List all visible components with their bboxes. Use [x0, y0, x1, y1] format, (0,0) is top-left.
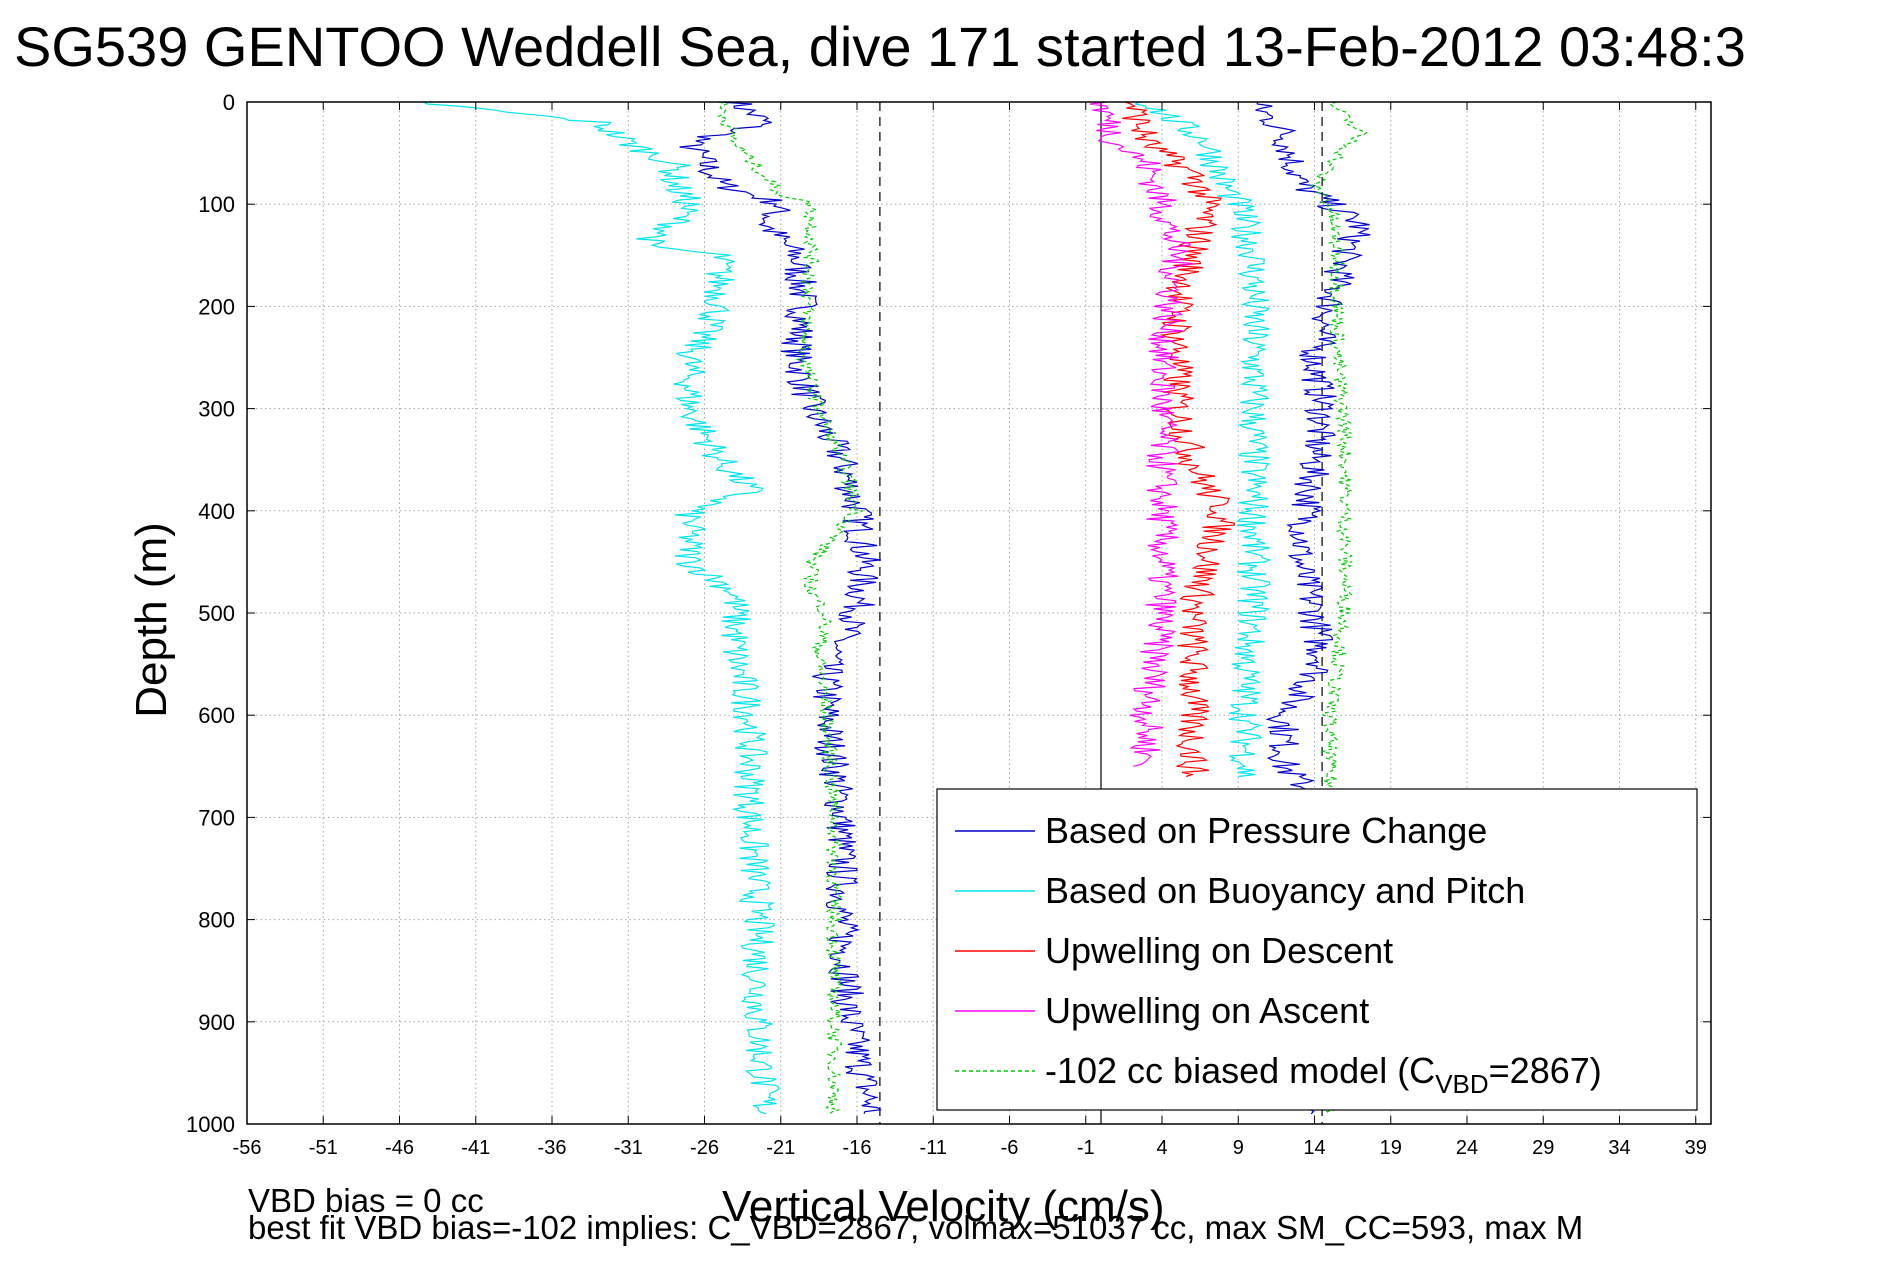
x-tick-label: -36: [538, 1137, 567, 1159]
legend-label: Upwelling on Descent: [1045, 930, 1393, 971]
y-tick-label: 400: [198, 499, 235, 524]
x-tick-label: 19: [1380, 1137, 1402, 1159]
x-tick-label: -1: [1077, 1137, 1095, 1159]
legend-label-text: -102 cc biased model (C: [1045, 1050, 1435, 1091]
legend: Based on Pressure Change Based on Buoyanc…: [936, 788, 1698, 1111]
x-tick-label: -11: [920, 1137, 947, 1159]
x-tick-label: -31: [614, 1137, 643, 1159]
x-tick-label: -26: [690, 1137, 719, 1159]
axis-ticks: -56 -51 -46 -41 -36 -31 -26 -21 -16 -11 -6 -1 4 9 14 19…: [186, 90, 1711, 1159]
x-tick-label: 29: [1532, 1137, 1554, 1159]
x-tick-label: -56: [233, 1137, 262, 1159]
y-tick-label: 700: [198, 805, 235, 830]
legend-label: -102 cc biased model (CVBD=2867): [1045, 1050, 1602, 1099]
y-tick-label: 500: [198, 601, 235, 626]
x-tick-label: 34: [1608, 1137, 1630, 1159]
x-tick-label: -21: [766, 1137, 795, 1159]
series-line: [716, 101, 864, 1115]
y-tick-label: 900: [198, 1010, 235, 1035]
x-tick-label: 24: [1456, 1137, 1478, 1159]
vbd-bias-note: VBD bias = 0 cc: [248, 1182, 484, 1219]
series-3: [1122, 101, 1236, 778]
x-tick-label: -46: [385, 1137, 414, 1159]
legend-label-suffix: =2867): [1489, 1050, 1602, 1091]
x-tick-label: 39: [1685, 1137, 1707, 1159]
y-tick-label: 100: [198, 192, 235, 217]
y-tick-label: 0: [223, 90, 235, 115]
y-tick-label: 800: [198, 908, 235, 933]
x-tick-label: -51: [309, 1137, 338, 1159]
y-tick-label: 1000: [186, 1112, 235, 1137]
series-line: [422, 101, 780, 1115]
y-axis-label: Depth (m): [127, 522, 176, 718]
series-line: [1122, 101, 1236, 778]
x-tick-label: 14: [1303, 1137, 1325, 1159]
series-line: [1089, 101, 1193, 767]
legend-label: Upwelling on Ascent: [1045, 990, 1369, 1031]
legend-label: Based on Buoyancy and Pitch: [1045, 870, 1525, 911]
chart-title: SG539 GENTOO Weddell Sea, dive 171 start…: [14, 15, 1746, 78]
x-tick-label: -41: [461, 1137, 490, 1159]
series-5: [716, 101, 1368, 1115]
y-tick-label: 200: [198, 294, 235, 319]
x-axis-label: Vertical Velocity (cm/s): [722, 1182, 1165, 1231]
legend-label: Based on Pressure Change: [1045, 810, 1487, 851]
y-tick-label: 300: [198, 397, 235, 422]
x-tick-label: 4: [1156, 1137, 1167, 1159]
legend-label-text: Upwelling on Descent: [1045, 930, 1393, 971]
series-4: [1089, 101, 1193, 767]
x-tick-label: -16: [843, 1137, 872, 1159]
legend-label-subscript: VBD: [1435, 1069, 1488, 1099]
x-tick-label: -6: [1001, 1137, 1019, 1159]
legend-box: [936, 788, 1698, 1111]
y-tick-label: 600: [198, 703, 235, 728]
legend-label-text: Based on Buoyancy and Pitch: [1045, 870, 1525, 911]
legend-label-text: Based on Pressure Change: [1045, 810, 1487, 851]
series-2: [422, 101, 1272, 1115]
series-line: [679, 101, 882, 1115]
legend-label-text: Upwelling on Ascent: [1045, 990, 1369, 1031]
series-line: [1133, 101, 1272, 778]
best-fit-note: best fit VBD bias=-102 implies: C_VBD=28…: [248, 1209, 1584, 1246]
x-tick-label: 9: [1233, 1137, 1244, 1159]
